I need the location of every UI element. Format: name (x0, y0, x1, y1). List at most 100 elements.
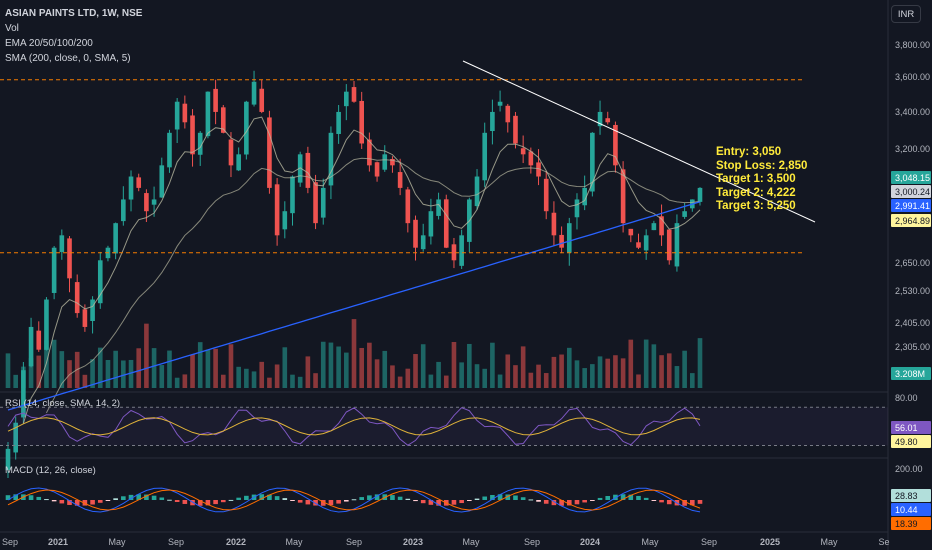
candle-body (559, 234, 564, 248)
candle-body (90, 299, 95, 322)
volume-bar (613, 355, 618, 388)
volume-bar (513, 365, 518, 388)
macd-histogram-bar (151, 495, 157, 500)
macd-histogram-bar (5, 495, 11, 500)
volume-bar (620, 358, 626, 388)
candle-body (113, 223, 118, 254)
candle-body (451, 244, 457, 261)
time-tick-label: 2021 (48, 537, 68, 547)
trend-line (462, 60, 816, 223)
candle-body (674, 223, 680, 267)
candle-body (520, 148, 526, 155)
volume-bar (405, 368, 411, 388)
candle-body (197, 132, 203, 155)
macd-value-badge (891, 503, 931, 516)
candle-body (290, 176, 295, 214)
candle-body (313, 182, 318, 224)
macd-histogram-bar (428, 500, 434, 505)
candle-body (359, 100, 364, 144)
candle-body (82, 309, 88, 327)
currency-button[interactable]: INR (891, 5, 921, 23)
macd-histogram-bar (113, 498, 118, 500)
price-tick-label: 2,650.00 (895, 258, 930, 268)
candle-body (628, 228, 634, 236)
macd-histogram-bar (328, 500, 334, 506)
volume-bar (374, 359, 380, 388)
macd-histogram-bar (597, 497, 603, 500)
indicator-volume[interactable]: Vol (5, 23, 19, 34)
volume-bar (574, 360, 580, 388)
candle-body (666, 229, 672, 261)
volume-bar (451, 341, 457, 388)
symbol-title[interactable]: ASIAN PAINTS LTD, 1W, NSE (5, 8, 143, 19)
candle-body (51, 247, 57, 293)
macd-histogram-bar (344, 500, 349, 502)
candle-body (44, 299, 49, 350)
volume-badge-text: 3.208M (895, 369, 925, 379)
volume-bar (151, 348, 157, 388)
rsi-label[interactable]: RSI (14, close, SMA, 14, 2) (5, 398, 121, 409)
candle-body (220, 107, 226, 133)
macd-histogram-bar (182, 500, 188, 504)
macd-histogram-bar (582, 500, 587, 503)
volume-bar (359, 347, 364, 388)
macd-histogram-bar (267, 494, 272, 500)
macd-label[interactable]: MACD (12, 26, close) (5, 465, 96, 476)
price-tick-label: 3,600.00 (895, 72, 930, 82)
volume-bar (282, 347, 288, 388)
macd-histogram-bar (174, 500, 180, 503)
candle-body (151, 199, 157, 205)
volume-bar (190, 354, 195, 388)
macd-histogram-bar (220, 500, 226, 503)
macd-histogram-bar (44, 499, 49, 501)
candle-body (344, 91, 349, 107)
macd-histogram-bar (36, 496, 42, 500)
candle-body (551, 212, 557, 236)
macd-histogram-bar (297, 500, 303, 503)
volume-bar (474, 364, 480, 388)
time-tick-label: May (108, 537, 126, 547)
volume-bar (259, 361, 265, 388)
volume-bar (236, 366, 241, 388)
candle-body (505, 105, 511, 123)
volume-bar (697, 338, 703, 388)
volume-bar (167, 350, 172, 388)
candle-body (536, 162, 541, 177)
time-tick-label: May (820, 537, 838, 547)
candle-body (397, 172, 403, 188)
macd-histogram-bar (536, 500, 541, 502)
candle-body (28, 326, 34, 367)
macd-histogram-bar (105, 500, 111, 501)
candle-body (566, 223, 572, 253)
macd-histogram-bar (490, 494, 495, 500)
candle-body (574, 199, 580, 218)
candle-body (390, 158, 395, 166)
macd-histogram-bar (28, 495, 34, 500)
stop-loss-label: Stop Loss: 2,850 (716, 159, 808, 172)
candle-body (636, 242, 641, 248)
time-tick-label: Sep (346, 537, 362, 547)
volume-bar (559, 354, 564, 388)
candle-body (21, 370, 26, 418)
ema-value-badge-text: 2,991.41 (895, 201, 930, 211)
ema-value-badge (891, 199, 931, 212)
volume-bar (428, 374, 434, 388)
volume-bar (443, 375, 449, 388)
last-price-badge-text: 3,048.15 (895, 173, 930, 183)
volume-bar (467, 343, 472, 388)
macd-histogram-bar (666, 500, 672, 505)
macd-histogram-bar (628, 494, 634, 500)
indicator-sma[interactable]: SMA (200, close, 0, SMA, 5) (5, 53, 131, 64)
volume-bar (205, 349, 211, 388)
target3-label: Target 3: 5,250 (716, 200, 796, 212)
rsi-ma-badge (891, 435, 931, 448)
macd-histogram-bar (482, 496, 488, 500)
macd-histogram-bar (543, 500, 549, 504)
volume-bar (536, 364, 541, 388)
indicator-ema[interactable]: EMA 20/50/100/200 (5, 38, 93, 49)
volume-bar (313, 373, 318, 388)
macd-histogram-bar (436, 500, 441, 506)
price-tick-label: 2,405.00 (895, 318, 930, 328)
candle-body (67, 238, 72, 279)
